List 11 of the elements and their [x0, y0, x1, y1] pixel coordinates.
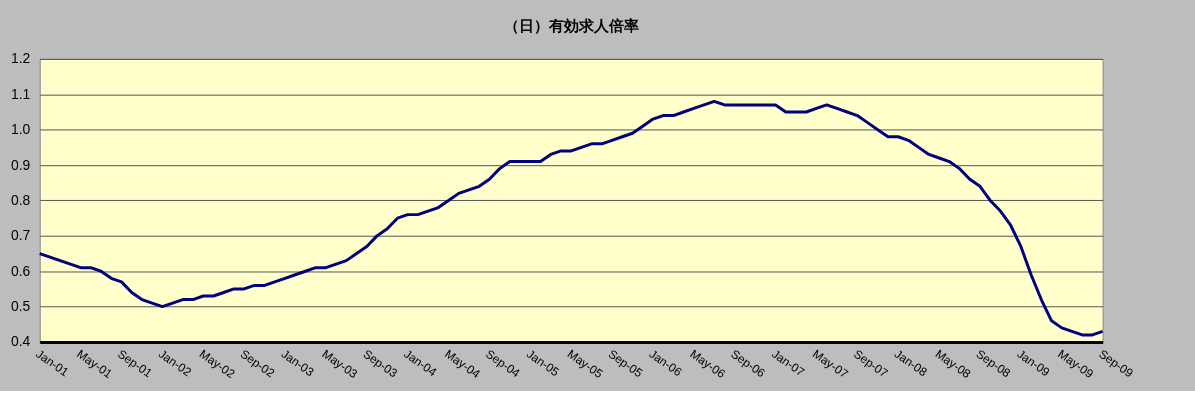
- line-series: [38, 99, 1105, 337]
- y-tick-label: 1.1: [10, 85, 31, 102]
- y-tick-label: 0.8: [10, 191, 31, 208]
- y-tick-label: 1.0: [10, 121, 31, 138]
- chart-title: （日）有効求人倍率: [503, 17, 639, 36]
- y-tick-label: 0.4: [10, 333, 31, 350]
- y-tick-label: 1.2: [10, 50, 31, 67]
- y-tick-label: 0.9: [10, 156, 31, 173]
- y-tick-label: 0.5: [10, 298, 31, 315]
- y-tick-label: 0.7: [10, 227, 31, 244]
- y-tick-label: 0.6: [10, 262, 31, 279]
